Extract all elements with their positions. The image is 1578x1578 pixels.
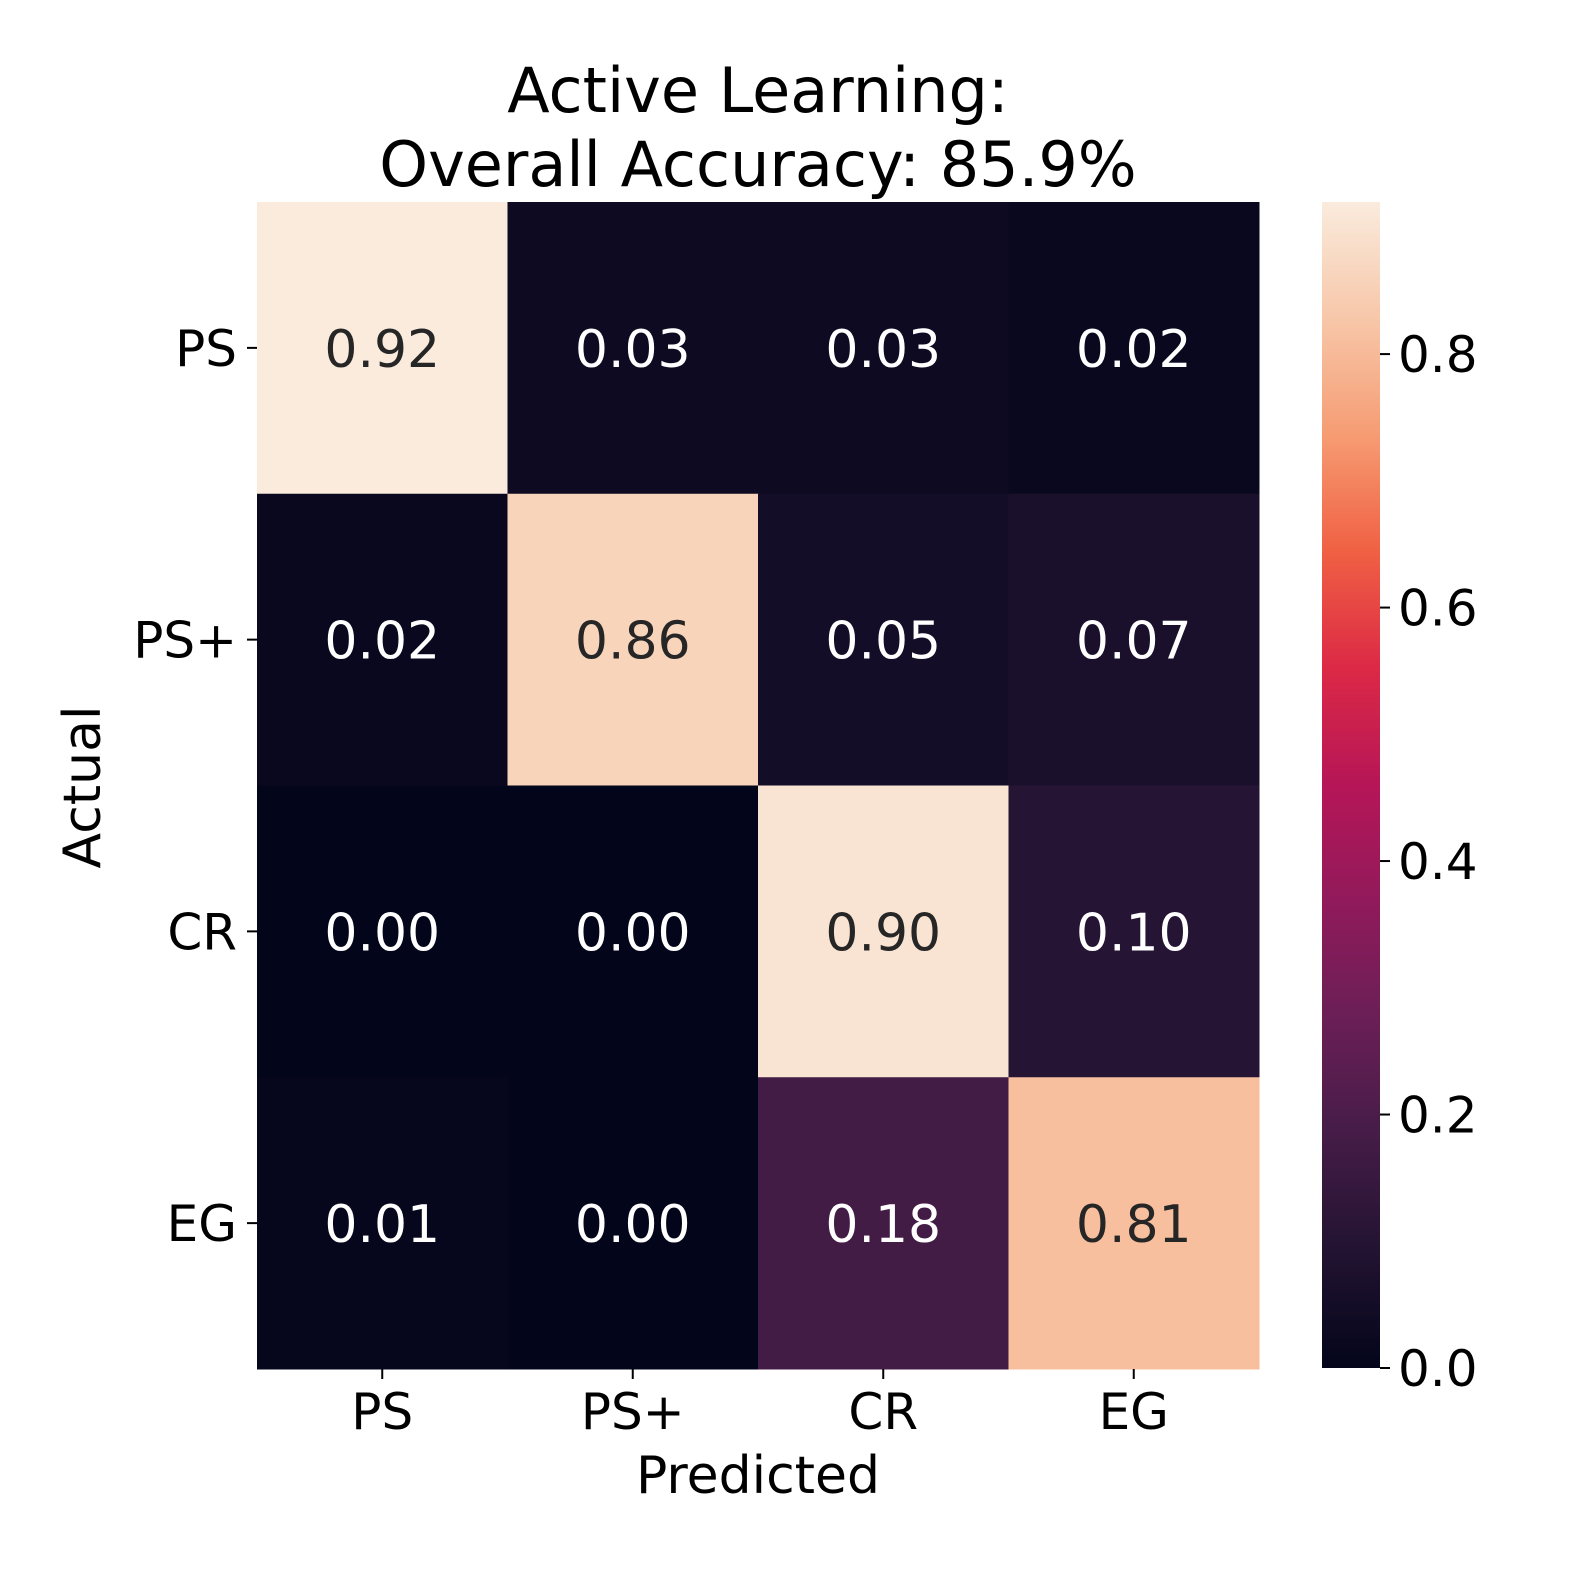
heatmap-cell: [1008, 785, 1260, 1078]
x-tick-label: EG: [1099, 1383, 1169, 1441]
cell-value-label: 0.00: [575, 903, 691, 963]
cell-value-label: 0.10: [1076, 903, 1192, 963]
heatmap-cell: [257, 493, 508, 786]
y-tick-label: EG: [167, 1195, 237, 1253]
y-tick-label: CR: [167, 903, 237, 961]
cell-value-label: 0.03: [575, 320, 691, 380]
heatmap-cell: [1008, 493, 1260, 786]
x-axis-label: Predicted: [636, 1446, 880, 1506]
cell-value-label: 0.01: [324, 1195, 440, 1255]
heatmap-cell: [758, 202, 1009, 495]
cell-value-label: 0.90: [825, 903, 941, 963]
heatmap-cell: [758, 1077, 1009, 1370]
colorbar-tick-label: 0.0: [1398, 1340, 1478, 1398]
colorbar-tick-label: 0.6: [1398, 580, 1478, 638]
cell-value-label: 0.00: [575, 1195, 691, 1255]
heatmap-cell: [758, 785, 1009, 1078]
cell-value-label: 0.05: [825, 612, 941, 672]
cell-annotations: 0.92 0.03 0.03 0.02 0.02 0.86 0.05 0.07 0.00 0.00…: [324, 320, 1191, 1255]
heatmap-cell: [507, 202, 759, 495]
colorbar: [1322, 202, 1380, 1368]
heatmap-cell: [507, 493, 759, 786]
cell-value-label: 0.92: [324, 320, 440, 380]
colorbar-tick-label: 0.4: [1398, 833, 1478, 891]
y-tick-label: PS: [175, 320, 237, 378]
cell-value-label: 0.18: [825, 1195, 941, 1255]
cell-value-label: 0.81: [1076, 1195, 1192, 1255]
cell-value-label: 0.03: [825, 320, 941, 380]
cell-value-label: 0.02: [324, 612, 440, 672]
heatmap-cell: [257, 202, 508, 495]
colorbar-tick-label: 0.8: [1398, 326, 1478, 384]
cell-value-label: 0.02: [1076, 320, 1192, 380]
heatmap-cells: [257, 202, 1260, 1370]
heatmap-cell: [1008, 1077, 1260, 1370]
cell-value-label: 0.00: [324, 903, 440, 963]
colorbar-ticks: 0.0 0.2 0.4 0.6 0.8: [1380, 326, 1478, 1398]
heatmap-cell: [1008, 202, 1260, 495]
x-tick-label: PS+: [581, 1383, 685, 1441]
heatmap-cell: [758, 493, 1009, 786]
heatmap-cell: [507, 1077, 759, 1370]
cell-value-label: 0.07: [1076, 612, 1192, 672]
colorbar-tick-label: 0.2: [1398, 1087, 1478, 1145]
heatmap-cell: [507, 785, 759, 1078]
heatmap-cell: [257, 1077, 508, 1370]
y-tick-label: PS+: [133, 612, 237, 670]
x-tick-label: CR: [848, 1383, 918, 1441]
y-axis: PS PS+ CR EG: [133, 320, 257, 1253]
y-axis-label: Actual: [53, 706, 113, 869]
x-tick-label: PS: [351, 1383, 413, 1441]
heatmap-cell: [257, 785, 508, 1078]
chart-title-line-2: Overall Accuracy: 85.9%: [379, 128, 1136, 201]
x-axis: PS PS+ CR EG: [351, 1369, 1169, 1441]
chart-title-line-1: Active Learning:: [507, 54, 1009, 127]
cell-value-label: 0.86: [575, 612, 691, 672]
